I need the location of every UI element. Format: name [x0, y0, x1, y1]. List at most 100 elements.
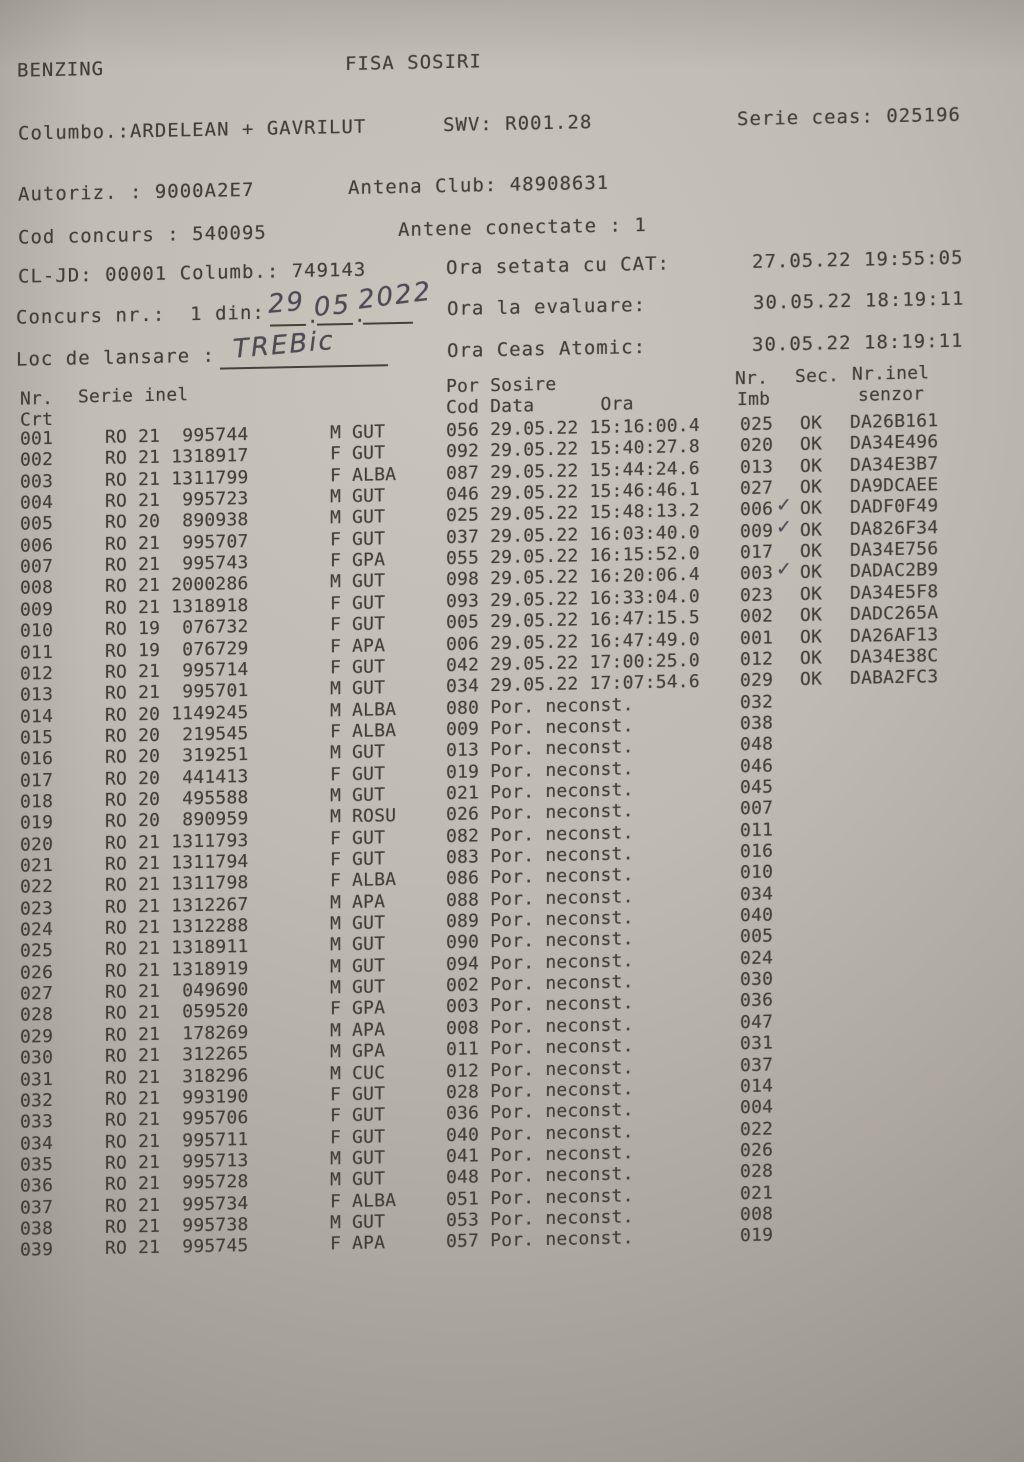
row-number: 020 [20, 833, 54, 856]
row-number: 008 [20, 577, 54, 600]
ring-series: RO 21 993190 [105, 1085, 249, 1110]
ring-series: RO 20 890938 [105, 509, 249, 534]
row-number: 007 [20, 556, 54, 578]
row-number: 027 [20, 983, 54, 1005]
sec-status: OK [800, 433, 823, 456]
boarding-number: 016 [740, 840, 774, 863]
sex-and-color: F GUT [330, 1083, 386, 1106]
ring-series: RO 21 995706 [105, 1107, 249, 1132]
boarding-number: 040 [740, 904, 774, 927]
ring-series: RO 21 995744 [105, 424, 249, 448]
boarding-number: 017 [740, 541, 774, 564]
sex-and-color: M GUT [330, 1211, 386, 1234]
boarding-number: 036 [740, 989, 774, 1012]
handwritten-check-icon: ✓ [776, 494, 793, 517]
sex-and-color: M GUT [330, 955, 386, 978]
row-number: 023 [20, 897, 54, 920]
ring-series: RO 19 076732 [105, 616, 249, 641]
ring-series: RO 21 049690 [105, 979, 249, 1003]
sex-and-color: M GUT [330, 784, 386, 807]
row-number: 013 [20, 684, 54, 706]
sex-and-color: M GUT [330, 741, 386, 764]
sex-and-color: F ALBA [330, 1189, 397, 1212]
ring-series: RO 21 318296 [105, 1064, 249, 1089]
sex-and-color: M GUT [330, 1147, 386, 1170]
boarding-number: 014 [740, 1075, 774, 1097]
row-number: 029 [20, 1025, 54, 1048]
sex-and-color: M GUT [330, 485, 386, 508]
ring-series: RO 20 495588 [105, 786, 249, 811]
sensor-ring-number: DADAC2B9 [850, 559, 939, 583]
sex-and-color: M GUT [330, 506, 386, 529]
sex-and-color: F GUT [330, 1104, 386, 1127]
boarding-number: 003 [740, 562, 774, 585]
concurs-nr-label: Concurs nr.: 1 din: [16, 301, 265, 329]
sex-and-color: F GPA [330, 549, 386, 572]
ring-series: RO 21 1311793 [105, 829, 249, 854]
boarding-number: 010 [740, 861, 774, 884]
row-number: 004 [20, 491, 54, 514]
row-number: 036 [20, 1175, 54, 1197]
sec-status: OK [800, 668, 823, 691]
sec-status: OK [800, 497, 823, 520]
ring-series: RO 21 1311798 [105, 872, 249, 897]
ring-series: RO 21 995711 [105, 1128, 249, 1153]
ring-series: RO 21 2000286 [105, 573, 249, 598]
ring-series: RO 20 890959 [105, 808, 249, 833]
serie-ceas: Serie ceas: 025196 [737, 103, 961, 131]
row-number: 037 [20, 1196, 54, 1219]
handwritten-date-day: 29 [266, 286, 307, 320]
row-number: 026 [20, 961, 54, 984]
ring-series: RO 21 178269 [105, 1021, 249, 1046]
ring-series: RO 21 995738 [105, 1213, 249, 1238]
sex-and-color: M GUT [330, 912, 386, 935]
sex-and-color: F GUT [330, 848, 386, 871]
ring-series: RO 20 1149245 [105, 701, 249, 726]
boarding-number: 025 [740, 413, 774, 436]
boarding-number: 046 [740, 755, 774, 777]
sex-and-color: F GUT [330, 826, 386, 850]
sensor-ring-number: DADC265A [850, 602, 939, 626]
boarding-number: 031 [740, 1032, 774, 1055]
row-number: 012 [20, 662, 54, 685]
ring-series: RO 21 1318919 [105, 957, 249, 982]
ring-series: RO 21 059520 [105, 1000, 249, 1025]
date-underline-year [363, 317, 413, 325]
sensor-ring-number: DA34E496 [850, 431, 939, 455]
boarding-number: 001 [740, 626, 774, 649]
sensor-ring-number: DA34E756 [850, 538, 939, 562]
sex-and-color: F ALBA [330, 869, 397, 892]
boarding-number: 012 [740, 648, 774, 670]
handwritten-check-icon: ✓ [776, 558, 793, 581]
row-number: 030 [20, 1047, 54, 1069]
antene-conectate: Antene conectate : 1 [398, 214, 647, 242]
sex-and-color: M GUT [330, 570, 386, 593]
sensor-ring-number: DADF0F49 [850, 495, 939, 519]
row-number: 010 [20, 620, 54, 642]
row-number: 032 [20, 1089, 54, 1112]
ring-series: RO 21 1311799 [105, 466, 249, 491]
page-title: FISA SOSIRI [345, 50, 482, 76]
col-header-imb: Imb [737, 388, 771, 411]
sec-status: OK [800, 519, 823, 541]
row-number: 014 [20, 705, 54, 728]
row-number: 003 [20, 470, 54, 493]
arrival-record: 057 Por. neconst. [446, 1227, 634, 1253]
handwritten-date-month: 05 [312, 289, 353, 323]
boarding-number: 008 [740, 1203, 774, 1226]
sec-status: OK [800, 455, 823, 477]
loc-lansare-label: Loc de lansare : [16, 344, 216, 371]
col-header-cod-data-ora: Cod Data Ora [446, 393, 634, 419]
sex-and-color: M GUT [330, 976, 386, 999]
ring-series: RO 21 995714 [105, 658, 249, 683]
col-header-senzor: senzor [858, 383, 925, 406]
col-header-serie-inel: Serie inel [78, 384, 189, 408]
row-number: 011 [20, 641, 54, 664]
sec-status: OK [800, 647, 823, 669]
ring-series: RO 19 076729 [105, 637, 249, 662]
sex-and-color: F GUT [330, 656, 386, 679]
sec-status: OK [800, 540, 823, 563]
boarding-number: 002 [740, 605, 774, 628]
sex-and-color: F GUT [330, 762, 386, 785]
ring-series: RO 21 995743 [105, 552, 249, 576]
